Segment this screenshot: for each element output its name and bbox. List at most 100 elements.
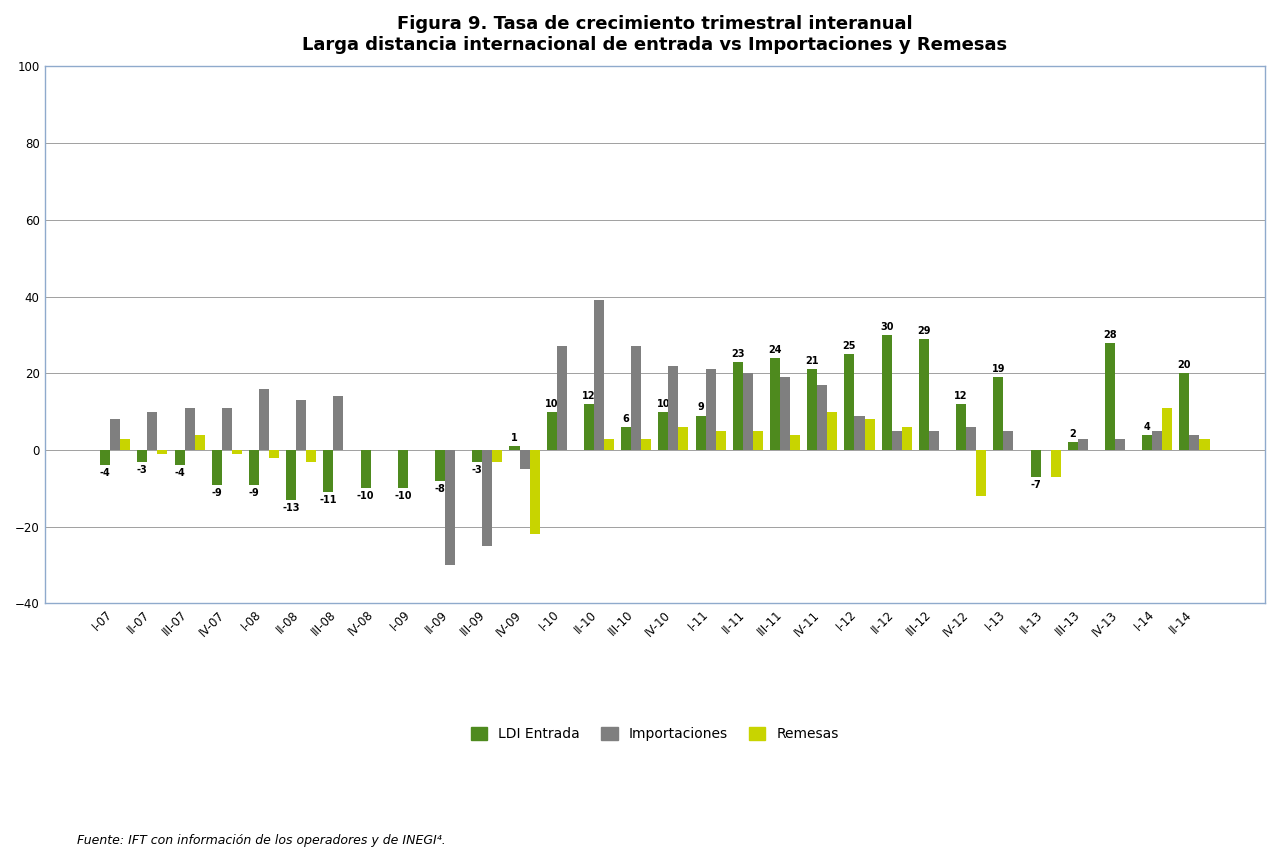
Bar <box>110 419 120 450</box>
Text: 19: 19 <box>992 364 1005 374</box>
Bar <box>287 450 296 500</box>
Bar <box>641 438 652 450</box>
Bar <box>977 450 986 496</box>
Bar <box>594 300 604 450</box>
Bar <box>817 385 827 450</box>
Bar <box>668 366 678 450</box>
Text: 28: 28 <box>1103 330 1116 340</box>
Text: -10: -10 <box>394 491 412 502</box>
Bar <box>753 431 763 450</box>
Bar <box>716 431 726 450</box>
Bar <box>827 412 837 450</box>
Text: -4: -4 <box>174 468 184 479</box>
Text: 24: 24 <box>768 345 782 355</box>
Text: -9: -9 <box>248 488 260 497</box>
Bar <box>269 450 279 458</box>
Text: -13: -13 <box>283 503 300 513</box>
Bar <box>956 404 966 450</box>
Bar <box>1189 435 1199 450</box>
Bar <box>333 396 343 450</box>
Bar <box>929 431 940 450</box>
Text: 4: 4 <box>1144 422 1151 431</box>
Bar <box>100 450 110 466</box>
Bar <box>771 358 780 450</box>
Text: 6: 6 <box>623 414 630 424</box>
Bar <box>557 347 567 450</box>
Bar <box>232 450 242 454</box>
Bar <box>547 412 557 450</box>
Text: 12: 12 <box>582 391 595 401</box>
Text: 1: 1 <box>511 433 518 443</box>
Bar <box>604 438 614 450</box>
Text: -11: -11 <box>320 496 337 505</box>
Bar <box>919 339 929 450</box>
Text: 21: 21 <box>805 356 819 366</box>
Bar <box>808 370 817 450</box>
Text: 10: 10 <box>657 399 671 408</box>
Bar <box>845 354 855 450</box>
Text: 23: 23 <box>731 348 745 359</box>
Legend: LDI Entrada, Importaciones, Remesas: LDI Entrada, Importaciones, Remesas <box>465 722 845 747</box>
Title: Figura 9. Tasa de crecimiento trimestral interanual
Larga distancia internaciona: Figura 9. Tasa de crecimiento trimestral… <box>302 15 1007 54</box>
Text: -7: -7 <box>1030 480 1041 490</box>
Bar <box>901 427 911 450</box>
Bar <box>248 450 259 484</box>
Bar <box>780 377 790 450</box>
Bar <box>695 415 705 450</box>
Bar <box>631 347 641 450</box>
Bar <box>1152 431 1162 450</box>
Text: 10: 10 <box>545 399 558 408</box>
Bar <box>1142 435 1152 450</box>
Bar <box>221 407 232 450</box>
Text: 30: 30 <box>879 322 893 332</box>
Text: -10: -10 <box>357 491 374 502</box>
Bar <box>174 450 184 466</box>
Bar <box>435 450 445 481</box>
Text: -8: -8 <box>435 484 445 494</box>
Bar <box>1068 443 1078 450</box>
Bar <box>1078 438 1088 450</box>
Bar <box>855 415 864 450</box>
Bar <box>1030 450 1041 477</box>
Bar <box>584 404 594 450</box>
Text: 25: 25 <box>842 341 856 351</box>
Text: -3: -3 <box>137 465 147 474</box>
Bar <box>892 431 901 450</box>
Bar <box>790 435 800 450</box>
Bar <box>621 427 631 450</box>
Text: 2: 2 <box>1069 430 1076 439</box>
Text: 12: 12 <box>955 391 968 401</box>
Bar <box>705 370 716 450</box>
Bar <box>864 419 874 450</box>
Bar <box>296 400 306 450</box>
Bar <box>184 407 195 450</box>
Bar <box>1199 438 1210 450</box>
Bar <box>993 377 1004 450</box>
Bar <box>742 373 753 450</box>
Bar <box>509 446 520 450</box>
Bar <box>658 412 668 450</box>
Text: 9: 9 <box>698 402 704 413</box>
Text: Fuente: IFT con información de los operadores y de INEGI⁴.: Fuente: IFT con información de los opera… <box>77 835 445 847</box>
Text: -9: -9 <box>211 488 223 497</box>
Bar <box>324 450 333 492</box>
Bar <box>483 450 493 546</box>
Bar <box>530 450 540 534</box>
Bar <box>195 435 205 450</box>
Bar <box>1162 407 1172 450</box>
Bar <box>137 450 147 461</box>
Bar <box>259 389 269 450</box>
Bar <box>493 450 503 461</box>
Bar <box>1105 342 1115 450</box>
Bar <box>520 450 530 469</box>
Bar <box>361 450 371 489</box>
Bar <box>398 450 408 489</box>
Text: -3: -3 <box>472 465 483 474</box>
Text: -4: -4 <box>100 468 110 479</box>
Bar <box>966 427 977 450</box>
Bar <box>306 450 316 461</box>
Bar <box>1115 438 1125 450</box>
Bar <box>472 450 483 461</box>
Bar <box>211 450 221 484</box>
Bar <box>732 362 742 450</box>
